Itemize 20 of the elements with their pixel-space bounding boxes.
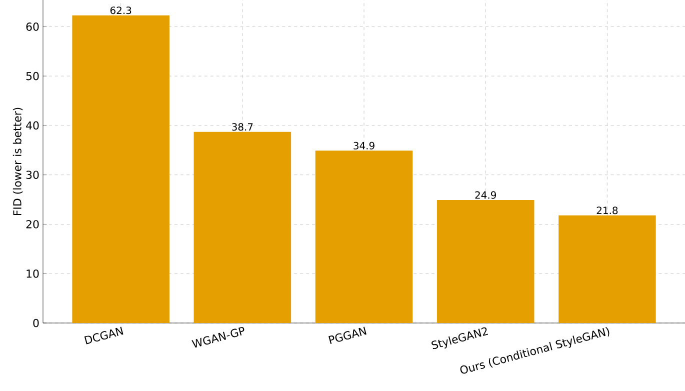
y-axis-title: FID (lower is better): [12, 108, 23, 216]
bar: [436, 200, 534, 323]
x-tick-label: DCGAN: [84, 326, 124, 344]
data-label: 24.9: [475, 191, 496, 199]
x-tick-label: PGGAN: [328, 326, 366, 344]
y-tick-label: 60: [26, 22, 39, 31]
data-label: 21.8: [596, 206, 618, 214]
bar: [315, 150, 413, 323]
y-tick-label: 20: [26, 220, 39, 228]
data-label: 38.7: [232, 123, 253, 131]
y-tick-label: 40: [26, 121, 39, 130]
y-tick-label: 0: [33, 318, 39, 328]
data-label: 62.3: [110, 6, 132, 14]
y-tick-label: 50: [26, 72, 39, 80]
bar: [72, 15, 170, 323]
y-tick-label: 10: [26, 269, 39, 278]
y-tick-label: 30: [26, 170, 39, 179]
bar: [558, 215, 656, 323]
data-label: 34.9: [354, 142, 374, 150]
bar: [194, 132, 292, 323]
